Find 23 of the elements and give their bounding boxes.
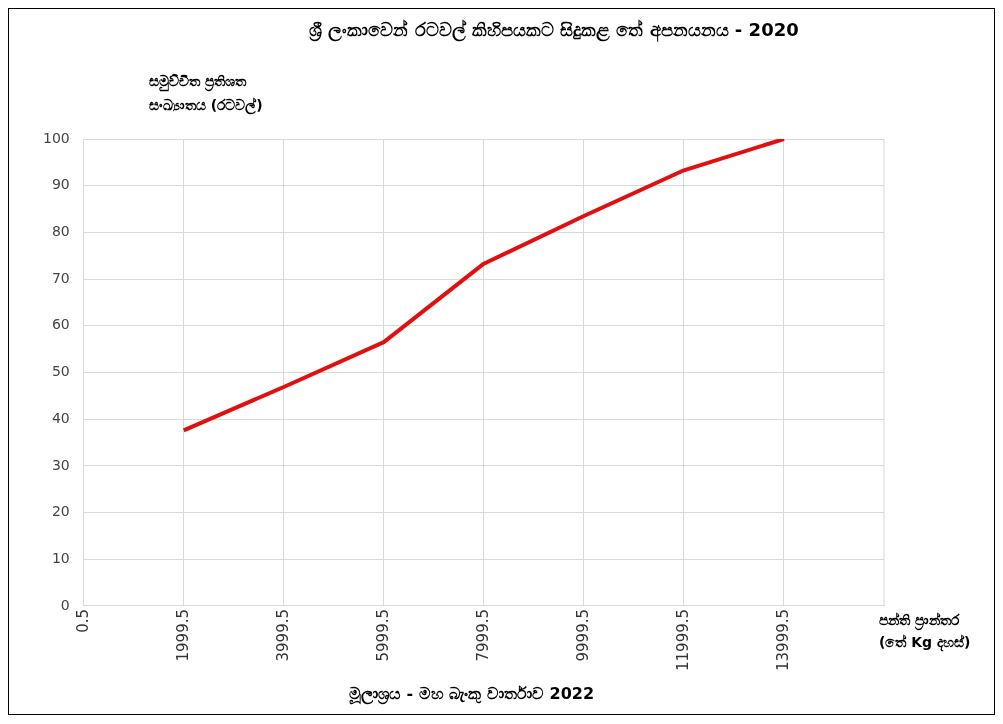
x-tick-label: 11999.5 xyxy=(673,608,692,671)
y-tick-label: 20 xyxy=(51,503,70,520)
x-tick-label: 0.5 xyxy=(73,608,92,633)
y-tick-label: 0 xyxy=(60,596,70,613)
y-axis-title: සමුච්චිත ප්‍රතිශත සංඛ්‍යාතය (රටවල්) xyxy=(149,72,264,117)
x-tick-label: 9999.5 xyxy=(573,608,592,662)
y-tick-label: 60 xyxy=(51,316,70,333)
y-tick-label: 80 xyxy=(51,223,70,240)
y-tick-label: 30 xyxy=(51,456,70,473)
y-tick-label: 40 xyxy=(51,409,70,426)
x-tick-label: 1999.5 xyxy=(173,608,192,662)
y-tick-label: 70 xyxy=(51,269,70,286)
x-tick-label: 13999.5 xyxy=(773,608,792,671)
x-tick-label: 3999.5 xyxy=(273,608,292,662)
x-axis-title: පන්ති ප්‍රාන්තර (තේ Kg දහස්) xyxy=(879,611,972,653)
y-tick-label: 10 xyxy=(51,549,70,566)
text: මූලාශ්‍රය - මහ බැංකු වාර්තාව 2022 xyxy=(349,684,595,703)
x-tick-label: 7999.5 xyxy=(473,608,492,662)
y-tick-label: 50 xyxy=(51,363,70,380)
y-tick-label: 100 xyxy=(42,129,70,146)
x-tick-label: 5999.5 xyxy=(373,608,392,662)
y-tick-label: 90 xyxy=(51,176,70,193)
chart-title: ශ්‍රී ලංකාවෙන් රටවල් කිහිපයකට සිදුකළ තේ අපනයනය - 2020 xyxy=(309,19,799,41)
